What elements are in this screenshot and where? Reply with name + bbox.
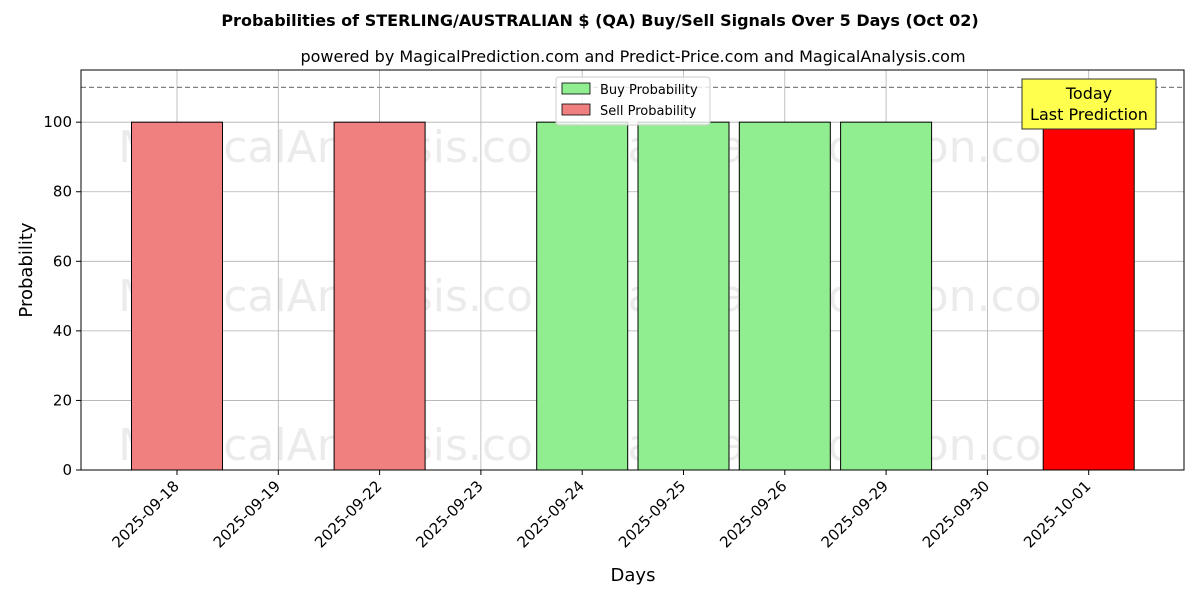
bars bbox=[131, 121, 1135, 471]
y-tick-label: 20 bbox=[53, 391, 72, 409]
bar-buy bbox=[637, 121, 730, 471]
y-tick-label: 40 bbox=[53, 322, 72, 340]
y-tick-label: 100 bbox=[43, 113, 72, 131]
legend-swatch-sell bbox=[561, 103, 591, 116]
y-axis: 0 20 40 60 80 100 bbox=[43, 113, 81, 479]
x-tick-label: 2025-09-18 bbox=[108, 477, 182, 551]
x-tick-label: 2025-09-29 bbox=[818, 477, 892, 551]
legend-box bbox=[555, 76, 711, 126]
y-axis-label: Probability bbox=[16, 222, 37, 317]
y-tick-label: 0 bbox=[62, 461, 72, 479]
x-tick-label: 2025-09-24 bbox=[514, 477, 588, 551]
bar-buy bbox=[840, 121, 933, 471]
chart-subtitle: powered by MagicalPrediction.com and Pre… bbox=[300, 47, 965, 66]
bar-buy bbox=[536, 121, 629, 471]
today-annotation-line2: Last Prediction bbox=[1030, 105, 1148, 124]
x-axis: 2025-09-18 2025-09-19 2025-09-22 2025-09-23… bbox=[108, 470, 1095, 551]
chart-title: Probabilities of STERLING/AUSTRALIAN $ (… bbox=[221, 11, 978, 30]
legend-label-buy: Buy Probability bbox=[600, 83, 698, 98]
x-tick-label: 2025-10-01 bbox=[1020, 477, 1094, 551]
x-axis-label: Days bbox=[611, 565, 656, 586]
x-tick-label: 2025-09-25 bbox=[615, 477, 689, 551]
y-tick-label: 80 bbox=[53, 183, 72, 201]
legend: Buy Probability Sell Probability bbox=[555, 76, 711, 126]
bar-sell bbox=[333, 121, 426, 471]
x-tick-label: 2025-09-26 bbox=[716, 477, 790, 551]
plot-frame bbox=[80, 69, 1185, 471]
x-tick-label: 2025-09-23 bbox=[412, 477, 486, 551]
today-annotation-line1: Today bbox=[1065, 84, 1112, 103]
bar-buy bbox=[738, 121, 831, 471]
y-tick-label: 60 bbox=[53, 252, 72, 270]
bar-sell bbox=[131, 121, 223, 471]
x-tick-label: 2025-09-22 bbox=[311, 477, 385, 551]
today-annotation: Today Last Prediction bbox=[1021, 78, 1157, 130]
x-tick-label: 2025-09-30 bbox=[919, 477, 993, 551]
today-annotation-box bbox=[1021, 78, 1157, 130]
bar-sell bbox=[1042, 121, 1135, 471]
legend-label-sell: Sell Probability bbox=[600, 104, 697, 119]
x-tick-label: 2025-09-19 bbox=[210, 477, 284, 551]
legend-swatch-buy bbox=[561, 82, 591, 95]
